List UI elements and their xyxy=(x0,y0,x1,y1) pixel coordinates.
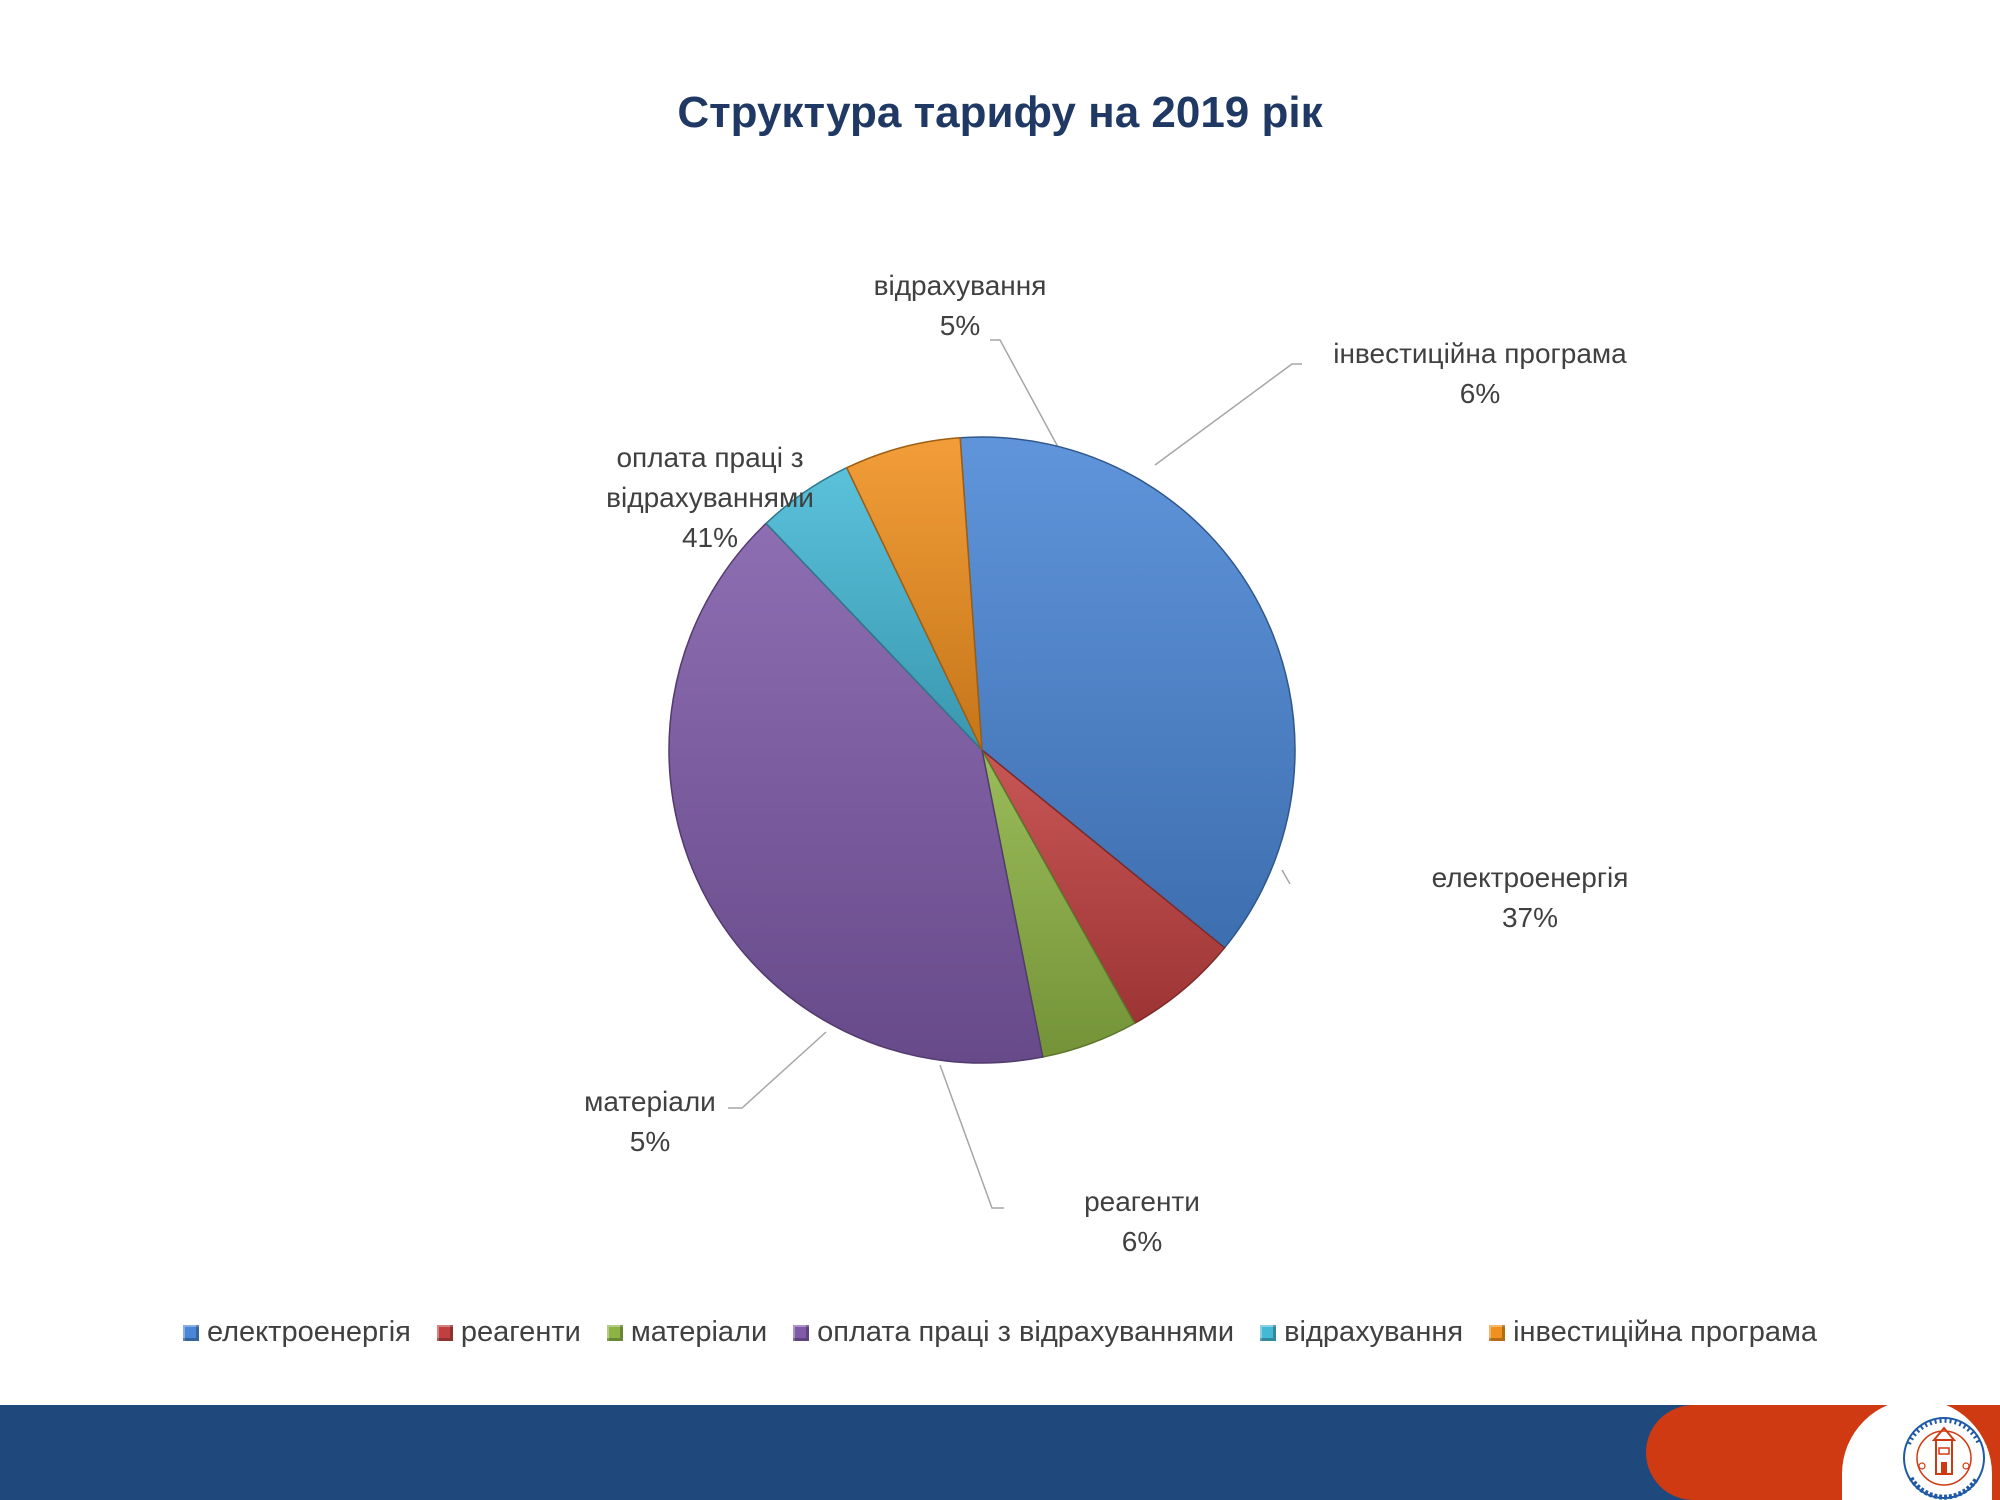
legend-label-electricity: електроенергія xyxy=(206,1316,411,1348)
data-label-text-labor: оплата праці з xyxy=(616,442,804,473)
data-label-value-electricity: 37% xyxy=(1501,902,1559,933)
data-label-investment: інвестиційна програма 6% xyxy=(1300,334,1660,414)
legend-swatch-materials xyxy=(606,1324,623,1341)
data-label-labor: оплата праці з відрахуваннями 41% xyxy=(580,438,840,558)
legend-item-electricity: електроенергія xyxy=(182,1316,411,1349)
legend-label-labor: оплата праці з відрахуваннями xyxy=(817,1316,1235,1348)
data-label-value-labor: 41% xyxy=(681,522,739,553)
pie-slice-labor xyxy=(668,522,1044,1064)
leader-line-reagents xyxy=(939,1064,1004,1209)
pie-slice-reagents xyxy=(981,749,1226,1025)
legend-label-investment: інвестиційна програма xyxy=(1513,1316,1818,1348)
legend-swatch-reagents xyxy=(436,1324,453,1341)
leader-line-investment xyxy=(1154,363,1302,466)
data-label-text-electricity: електроенергія xyxy=(1431,862,1629,893)
data-label-value-deductions: 5% xyxy=(939,310,981,341)
company-logo-icon xyxy=(1903,1417,1985,1500)
legend-item-labor: оплата праці з відрахуваннями xyxy=(793,1316,1234,1349)
legend-label-reagents: реагенти xyxy=(460,1316,581,1348)
legend-swatch-labor xyxy=(793,1324,810,1341)
legend-label-materials: матеріали xyxy=(630,1316,768,1348)
data-label-electricity: електроенергія 37% xyxy=(1400,858,1660,938)
legend-item-materials: матеріали xyxy=(606,1316,768,1349)
leader-line-electricity xyxy=(1281,869,1291,885)
legend-item-reagents: реагенти xyxy=(436,1316,581,1349)
legend-swatch-deductions xyxy=(1260,1324,1277,1341)
chart-title: Структура тарифу на 2019 рік xyxy=(677,88,1323,137)
data-label-value-reagents: 6% xyxy=(1121,1226,1163,1257)
pie-slice-electricity xyxy=(959,436,1296,949)
data-label-text-investment: інвестиційна програма xyxy=(1333,338,1627,369)
data-label-text-labor: відрахуваннями xyxy=(606,482,814,513)
legend-item-investment: інвестиційна програма xyxy=(1489,1316,1817,1349)
data-label-text-materials: матеріали xyxy=(584,1086,716,1117)
data-label-reagents: реагенти 6% xyxy=(1062,1182,1222,1262)
data-label-materials: матеріали 5% xyxy=(570,1082,730,1162)
pie-slice-investment xyxy=(845,436,983,751)
leader-line-materials xyxy=(728,1031,827,1109)
legend-label-deductions: відрахування xyxy=(1284,1316,1464,1348)
data-label-value-materials: 5% xyxy=(629,1126,671,1157)
legend-swatch-investment xyxy=(1489,1324,1506,1341)
legend-item-deductions: відрахування xyxy=(1260,1316,1463,1349)
legend-swatch-electricity xyxy=(182,1324,199,1341)
leader-line-deductions xyxy=(990,339,1059,448)
data-label-value-investment: 6% xyxy=(1459,378,1501,409)
data-label-text-reagents: реагенти xyxy=(1084,1186,1200,1217)
data-label-text-deductions: відрахування xyxy=(873,270,1047,301)
data-label-deductions: відрахування 5% xyxy=(860,266,1060,346)
chart-legend: електроенергія реагенти матеріали оплата… xyxy=(0,1316,2000,1349)
